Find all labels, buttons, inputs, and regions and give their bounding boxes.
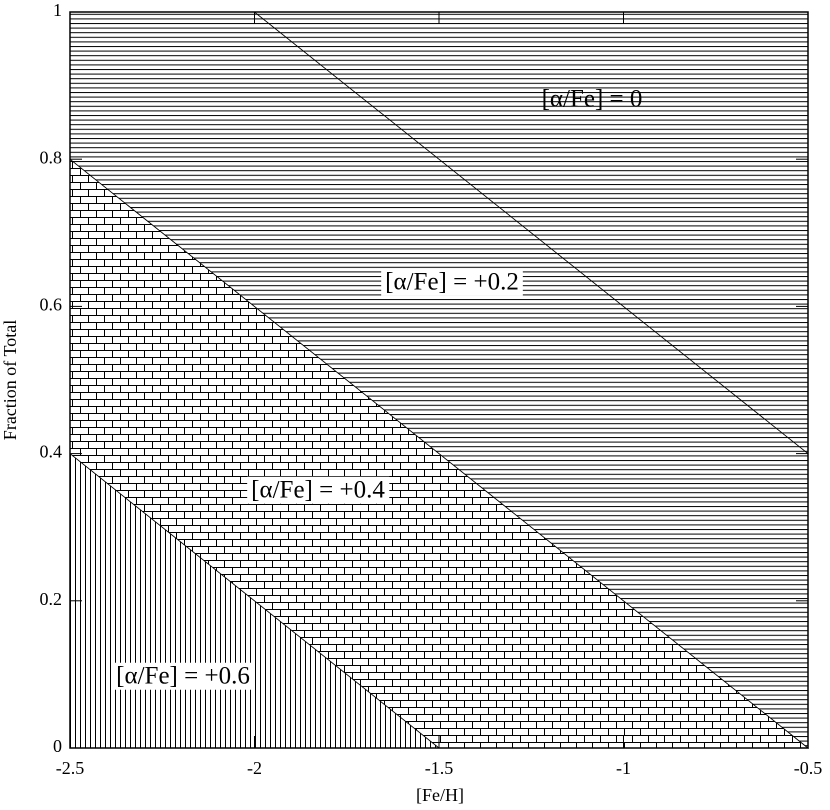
label-background — [112, 662, 254, 690]
region-label: [α/Fe] = 0 — [542, 86, 643, 113]
region-label: [α/Fe] = +0.2 — [381, 268, 523, 296]
region-label-text: [α/Fe] = +0.4 — [251, 477, 385, 504]
y-tick-label: 0.6 — [40, 295, 63, 315]
x-tick-label: -2 — [247, 758, 262, 778]
y-tick-label: 0.8 — [40, 147, 63, 167]
label-background — [381, 268, 523, 296]
region-label-text: [α/Fe] = 0 — [542, 86, 643, 113]
x-tick-label: -1.5 — [425, 758, 454, 778]
y-tick-label: 0 — [53, 736, 62, 756]
region-label-text: [α/Fe] = +0.6 — [116, 663, 250, 690]
y-tick-label: 1 — [53, 0, 62, 20]
region-label: [α/Fe] = +0.4 — [247, 476, 390, 504]
x-tick-label: -2.5 — [56, 758, 85, 778]
x-tick-label: -0.5 — [794, 758, 823, 778]
region-label: [α/Fe] = +0.6 — [112, 662, 254, 690]
y-tick-label: 0.2 — [40, 589, 63, 609]
x-tick-label: -1 — [616, 758, 631, 778]
x-axis-title: [Fe/H] — [416, 785, 464, 805]
region-label-text: [α/Fe] = +0.2 — [385, 269, 519, 296]
areas — [69, 11, 810, 749]
y-axis-title: Fraction of Total — [0, 320, 20, 440]
y-tick-label: 0.4 — [40, 442, 63, 462]
label-background — [247, 476, 390, 504]
